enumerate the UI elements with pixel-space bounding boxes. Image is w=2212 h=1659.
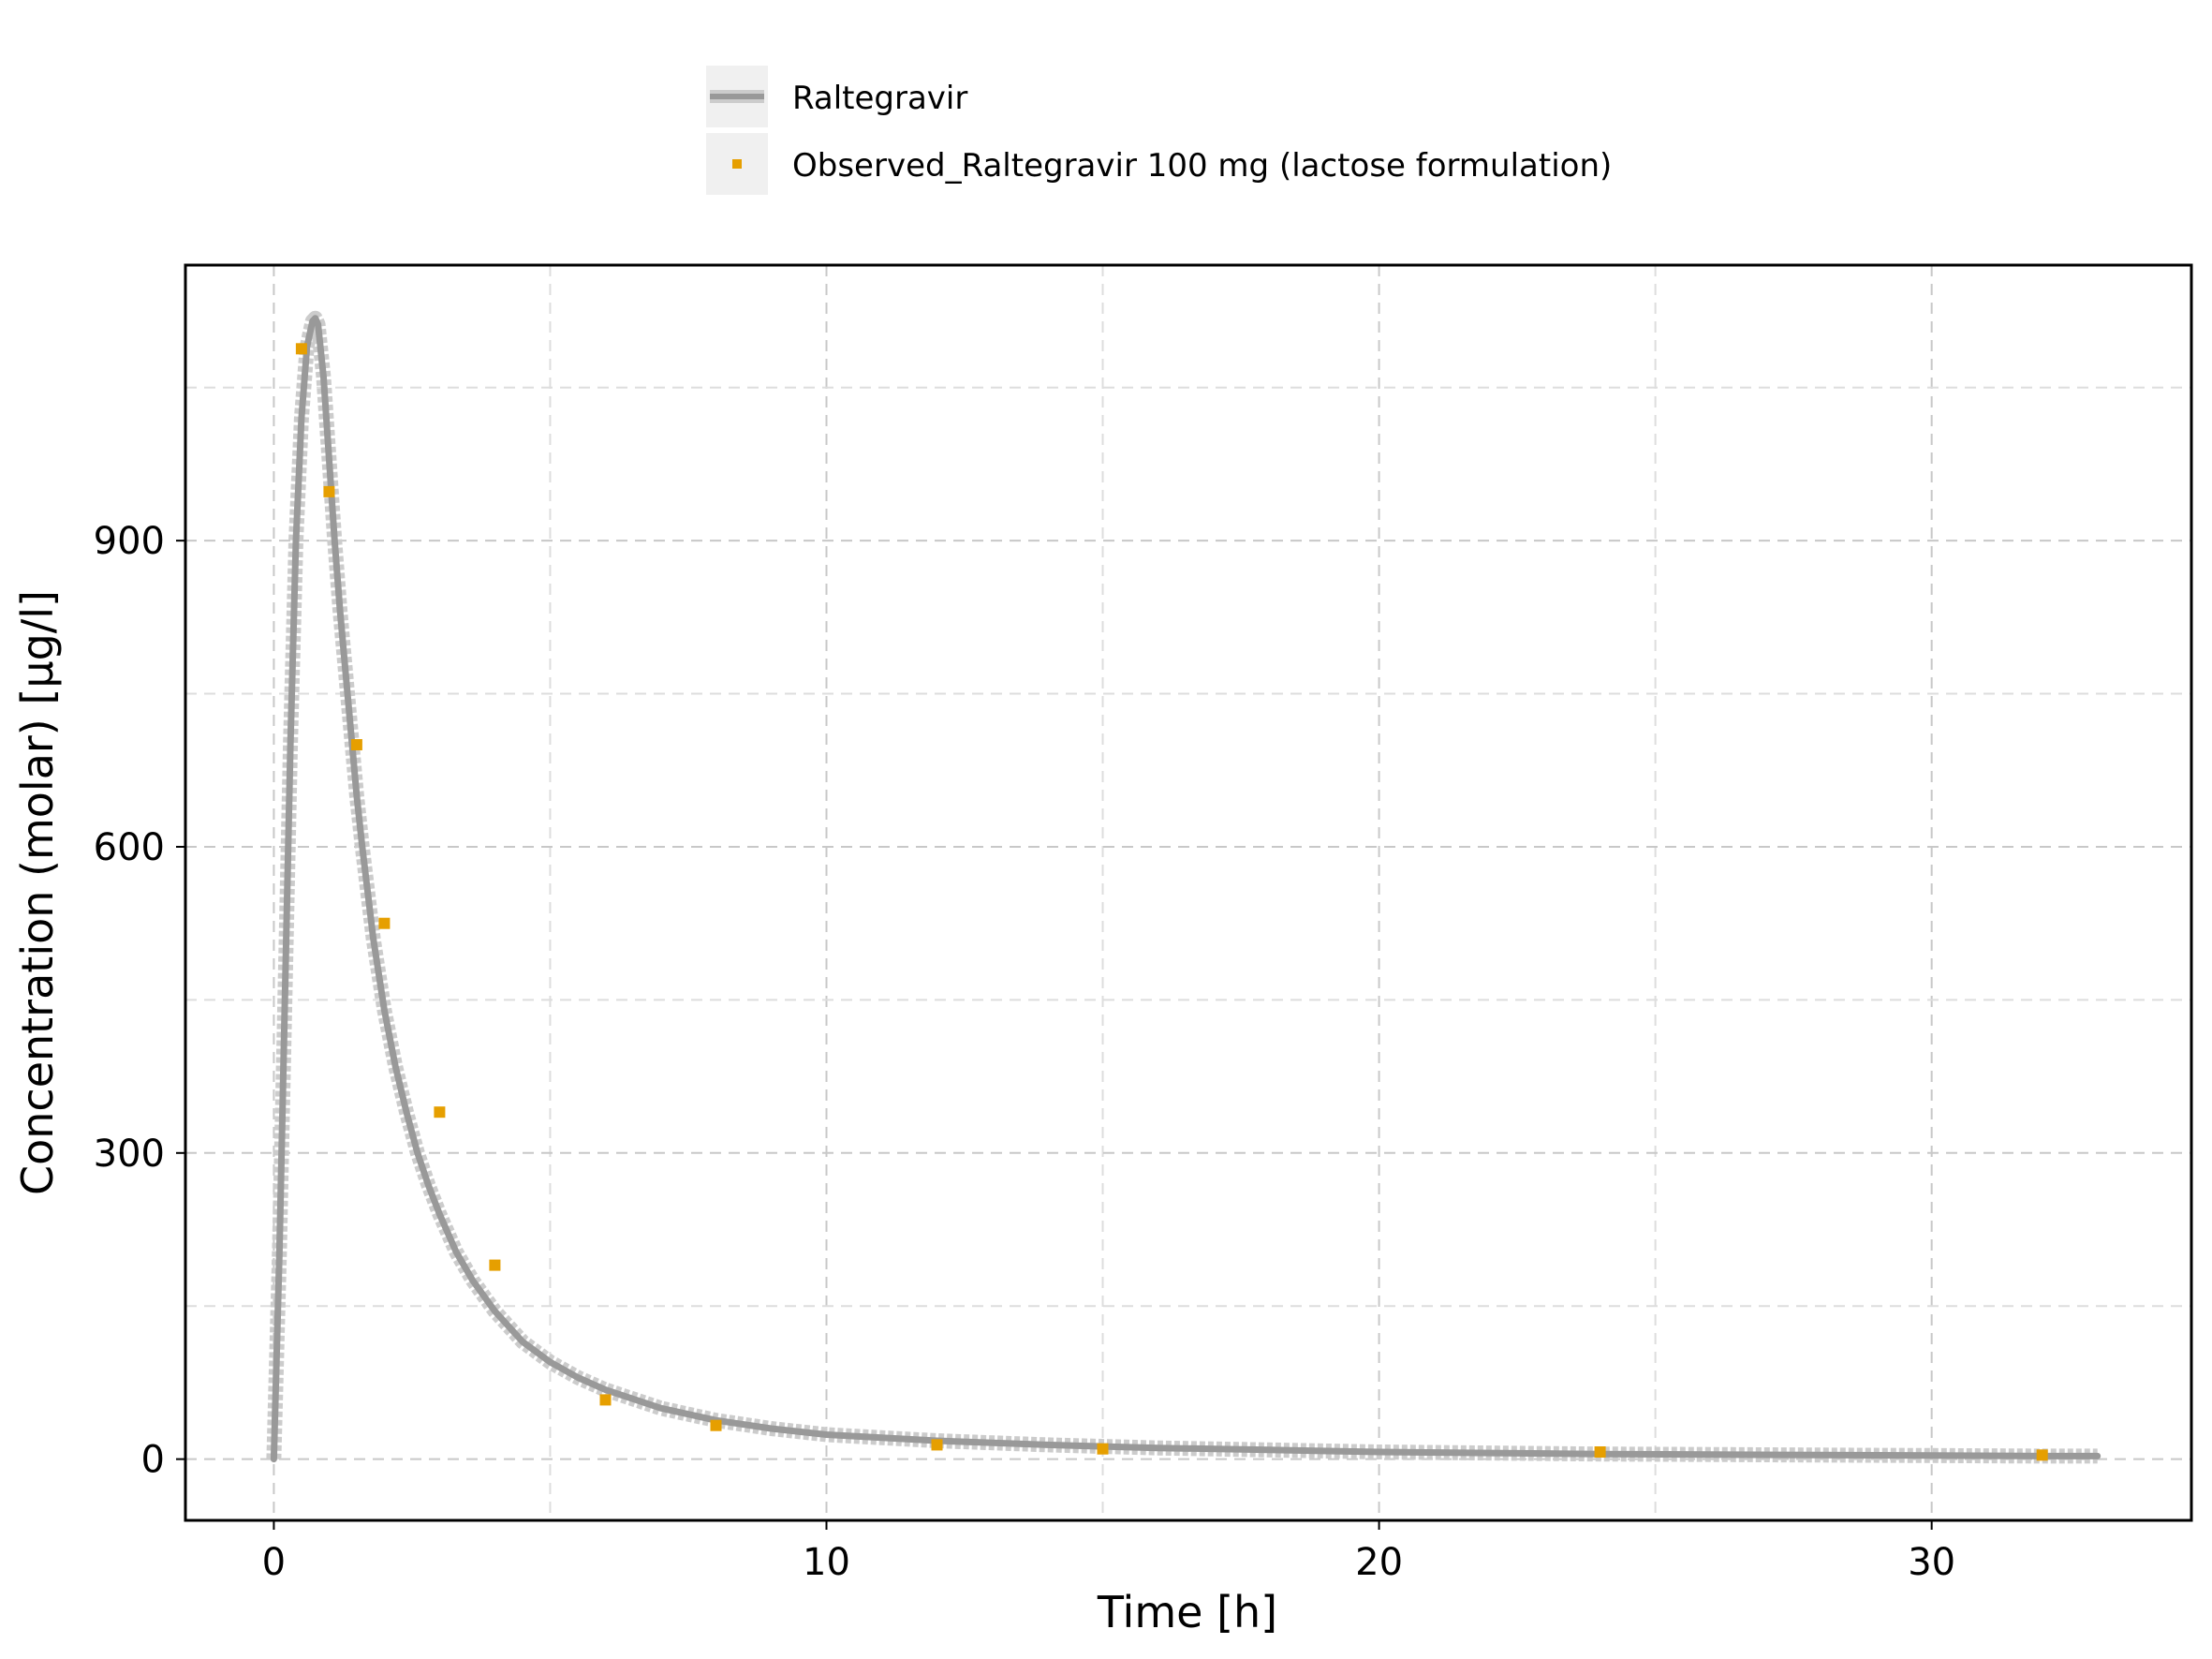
observed-point [434,1106,446,1118]
x-axis: 0 10 20 30 [262,1520,1955,1584]
legend-label-observed: Observed_Raltegravir 100 mg (lactose for… [792,147,1612,185]
observed-point [599,1394,612,1406]
y-axis-title: Concentration (molar) [µg/l] [12,590,63,1195]
x-tick-label: 30 [1908,1541,1955,1584]
simulated-uncertainty-band [266,310,2098,1464]
observed-point [1097,1443,1109,1455]
observed-point [323,485,335,497]
legend: Raltegravir Observed_Raltegravir 100 mg … [706,66,1612,195]
observed-point [931,1439,943,1451]
y-tick-label: 900 [94,520,165,563]
observed-point [378,917,391,929]
observed-point [350,739,362,750]
grid [185,265,2191,1520]
simulated-line [270,315,2101,1463]
x-axis-title: Time [h] [1097,1587,1277,1637]
y-tick-label: 0 [141,1439,165,1482]
y-tick-label: 600 [94,826,165,869]
observed-point [489,1259,501,1271]
x-tick-label: 20 [1355,1541,1403,1584]
observed-point [2036,1449,2048,1461]
simulated-band-line [266,310,2098,1464]
observed-point [1594,1446,1606,1458]
simulated-series [270,315,2101,1463]
x-tick-label: 0 [262,1541,286,1584]
y-axis: 0 300 600 900 [94,520,185,1482]
observed-series [295,343,2048,1461]
legend-swatch-observed-marker [732,159,742,169]
legend-label-simulated: Raltegravir [792,80,967,117]
observed-point [295,343,307,355]
x-tick-label: 10 [803,1541,850,1584]
plot-frame [184,263,2193,1522]
observed-point [710,1419,722,1431]
y-tick-label: 300 [94,1133,165,1176]
